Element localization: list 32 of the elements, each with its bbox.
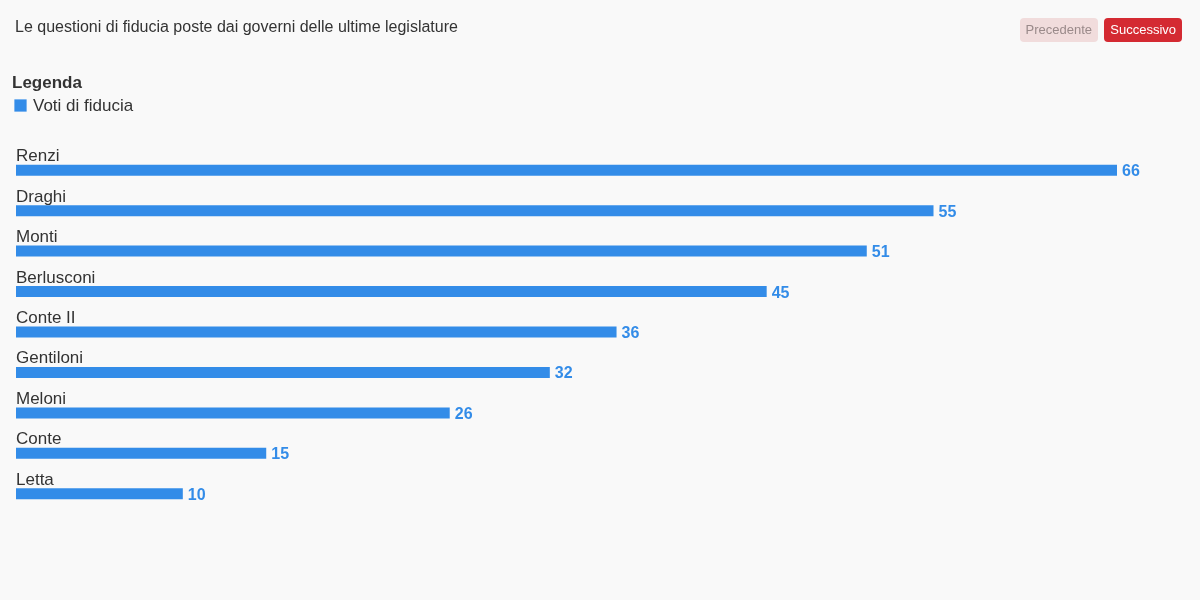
bar: [16, 164, 1117, 176]
y-tick-label: Conte: [16, 429, 62, 449]
data-label: 66: [1122, 162, 1140, 180]
bar: [16, 366, 550, 378]
data-label: 10: [187, 485, 206, 503]
bar: [16, 488, 183, 500]
previous-button[interactable]: Precedente: [1019, 18, 1098, 42]
y-tick-label: Conte II: [16, 308, 76, 327]
y-tick-label: Renzi: [16, 146, 60, 166]
y-tick-label: Meloni: [16, 388, 67, 408]
y-tick-label: Letta: [16, 469, 55, 489]
data-label: 32: [554, 364, 573, 382]
next-button[interactable]: Successivo: [1104, 18, 1182, 42]
bar: [16, 205, 934, 217]
legend-title: Legenda: [12, 73, 83, 92]
data-label: 45: [771, 283, 790, 301]
data-label: 36: [621, 324, 640, 341]
y-tick-label: Berlusconi: [16, 267, 96, 287]
bar: [16, 407, 450, 419]
data-label: 55: [938, 202, 957, 220]
legend-label: Voti di fiducia: [33, 95, 134, 115]
data-label: 51: [871, 243, 890, 261]
data-label: 26: [454, 404, 473, 422]
bar: [16, 447, 267, 459]
bar: [16, 286, 767, 298]
bar: [16, 326, 617, 338]
bar: [16, 245, 867, 257]
y-tick-label: Gentiloni: [16, 348, 84, 368]
y-tick-label: Draghi: [16, 186, 67, 206]
chart-title: Le questioni di fiducia poste dai governi delle ultime legislature: [15, 18, 459, 35]
data-label: 15: [271, 445, 290, 463]
y-tick-label: Monti: [16, 227, 58, 247]
